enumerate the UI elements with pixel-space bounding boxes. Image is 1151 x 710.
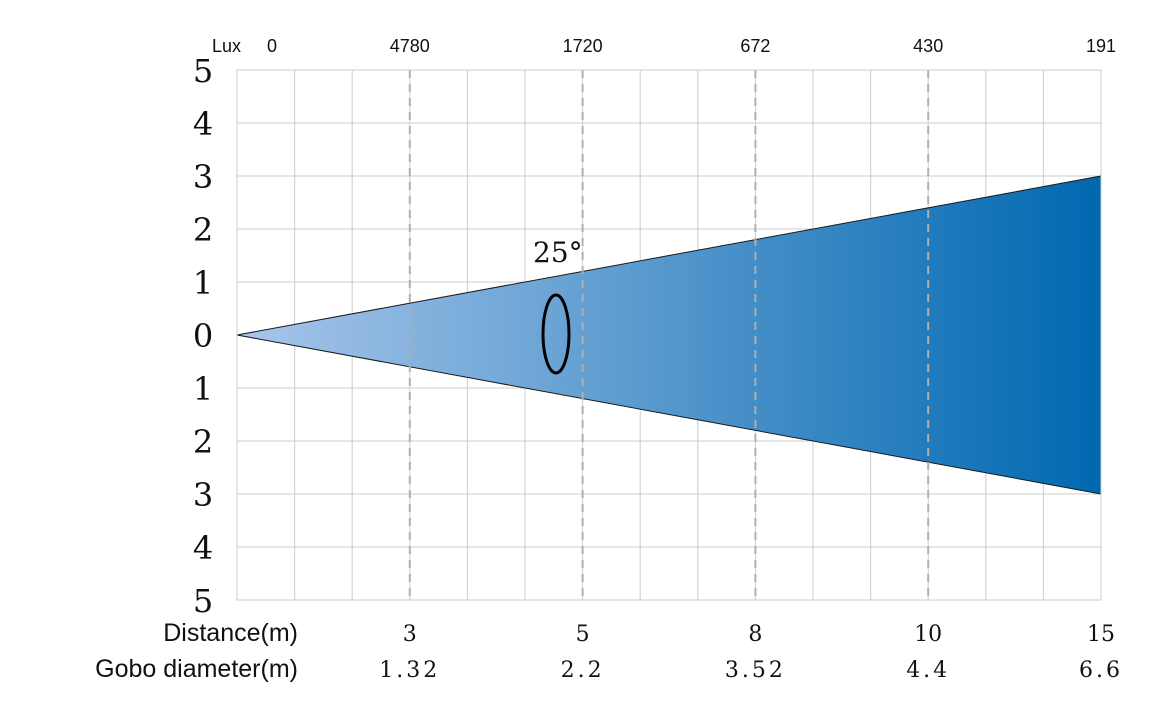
gobo-row: Gobo diameter(m) 1.32 2.2 3.52 4.4 6.6 — [95, 655, 1123, 683]
y-tick-label: 4 — [193, 105, 213, 143]
marker-lines — [408, 70, 930, 600]
y-tick-label: 1 — [193, 370, 213, 408]
lux-row: Lux 0 4780 1720 672 430 191 — [212, 36, 1116, 56]
plot-border — [236, 69, 1102, 601]
y-tick-label: 0 — [193, 317, 213, 355]
distance-value: 5 — [576, 622, 590, 647]
lux-value: 191 — [1086, 36, 1116, 56]
y-tick-label: 3 — [193, 476, 213, 514]
distance-label: Distance(m) — [163, 619, 298, 647]
gobo-ellipse — [541, 293, 571, 375]
lux-value: 430 — [913, 36, 943, 56]
y-ticks: 5 4 3 2 1 0 1 2 3 4 5 — [193, 52, 213, 620]
y-tick-label: 2 — [193, 211, 213, 249]
beam-angle-label: 25° — [533, 236, 583, 269]
y-tick-label: 1 — [193, 264, 213, 302]
gobo-value: 6.6 — [1079, 658, 1123, 683]
y-tick-label: 4 — [193, 529, 213, 567]
y-tick-label: 2 — [193, 423, 213, 461]
distance-value: 3 — [403, 622, 417, 647]
distance-row: Distance(m) 3 5 8 10 15 — [163, 619, 1115, 647]
gobo-value: 2.2 — [561, 658, 605, 683]
lux-origin: 0 — [267, 36, 277, 56]
distance-value: 15 — [1087, 622, 1115, 647]
gobo-value: 1.32 — [379, 658, 440, 683]
lux-value: 672 — [740, 36, 770, 56]
gobo-value: 4.4 — [906, 658, 950, 683]
distance-value: 10 — [914, 622, 942, 647]
gobo-label: Gobo diameter(m) — [95, 655, 298, 683]
lux-label: Lux — [212, 36, 241, 56]
lux-value: 1720 — [563, 36, 603, 56]
y-tick-label: 5 — [193, 52, 213, 90]
y-tick-label: 5 — [193, 582, 213, 620]
y-tick-label: 3 — [193, 158, 213, 196]
gobo-value: 3.52 — [725, 658, 786, 683]
beam-cone — [236, 175, 1102, 495]
distance-value: 8 — [748, 622, 762, 647]
lux-value: 4780 — [390, 36, 430, 56]
